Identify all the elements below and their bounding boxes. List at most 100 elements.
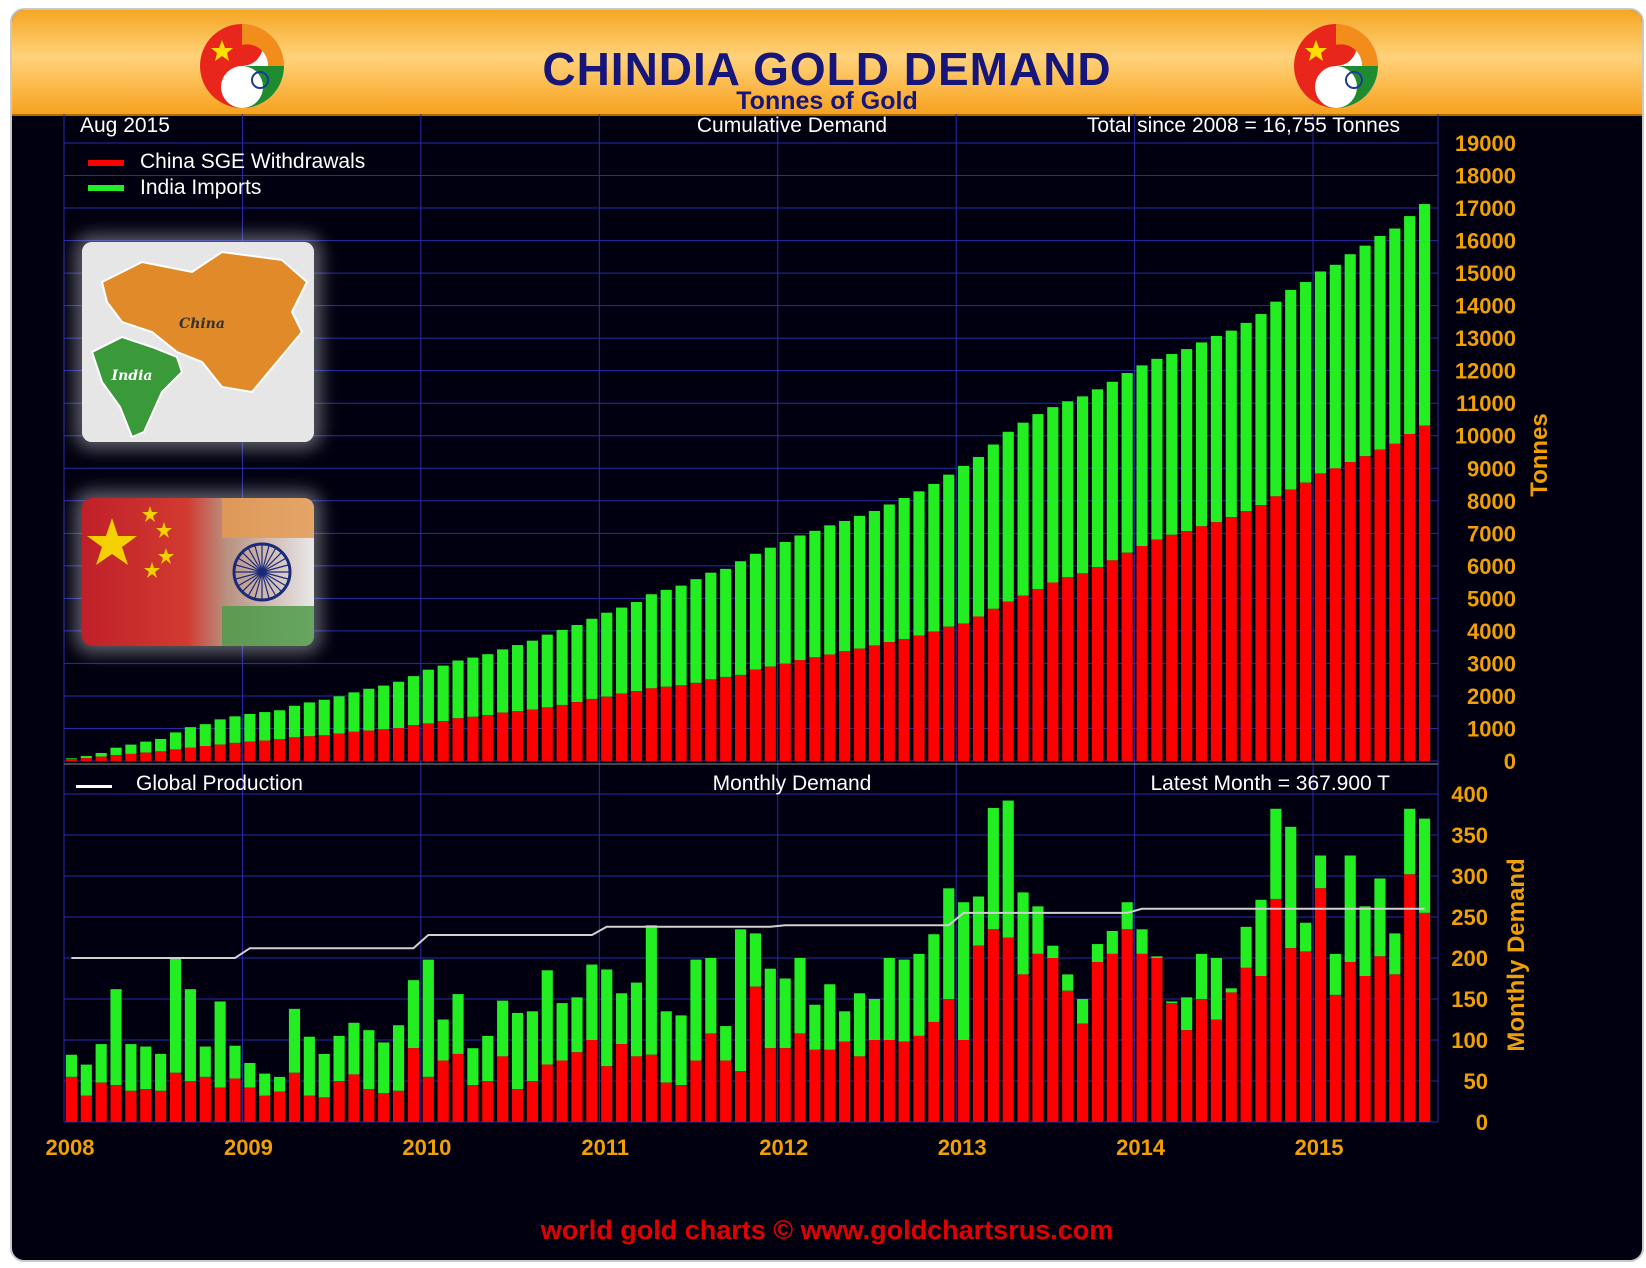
monthly-india-bar (229, 1045, 241, 1079)
monthly-india-bar (1285, 826, 1297, 949)
cumulative-y-tick-label: 15000 (1455, 261, 1516, 286)
monthly-india-bar (630, 982, 643, 1057)
cumulative-india-bar (645, 594, 657, 689)
monthly-china-bar (1136, 953, 1148, 1122)
cumulative-india-bar (943, 474, 955, 627)
monthly-china-bar (1270, 898, 1282, 1122)
monthly-india-bar (482, 1035, 494, 1081)
cumulative-india-bar (853, 515, 866, 649)
monthly-china-bar (511, 1089, 524, 1122)
cumulative-india-bar (1032, 414, 1044, 590)
x-tick-label: 2010 (402, 1135, 451, 1160)
global-production-line (71, 907, 1425, 959)
monthly-china-bar (705, 1033, 717, 1122)
cumulative-china-bar (1091, 567, 1104, 761)
monthly-china-bar (794, 1033, 806, 1122)
cumulative-india-bar (1300, 282, 1312, 483)
cumulative-india-bar (541, 634, 553, 708)
cumulative-china-bar (1047, 582, 1059, 761)
monthly-china-bar (958, 1040, 970, 1122)
cumulative-india-bar (972, 456, 985, 617)
monthly-india-bar (214, 1001, 226, 1088)
cumulative-india-bar (318, 699, 330, 736)
monthly-india-bar (883, 958, 895, 1040)
monthly-india-bar (958, 902, 970, 1040)
monthly-china-bar (1210, 1019, 1222, 1122)
china-india-flag-ball-icon (200, 24, 284, 108)
cumulative-china-bar (467, 716, 479, 761)
monthly-india-bar (452, 994, 464, 1054)
monthly-china-bar (288, 1072, 301, 1122)
cumulative-china-bar (303, 736, 315, 761)
cumulative-india-bar (125, 744, 137, 754)
monthly-china-bar (259, 1095, 271, 1122)
cumulative-india-bar (1047, 407, 1059, 583)
cumulative-china-bar (720, 676, 732, 761)
cumulative-china-bar (1106, 560, 1118, 761)
cumulative-india-bar (1270, 301, 1282, 497)
cumulative-china-bar (1017, 595, 1029, 761)
cumulative-china-bar (526, 709, 538, 761)
cumulative-china-bar (1225, 517, 1237, 761)
cumulative-india-bar (1062, 401, 1074, 578)
monthly-china-bar (1047, 958, 1059, 1122)
cumulative-india-bar (690, 579, 702, 683)
cumulative-china-bar (1002, 601, 1014, 761)
monthly-india-bar (898, 959, 910, 1042)
chart-canvas: 0100020003000400050006000700080009000100… (46, 114, 1553, 1160)
monthly-china-bar (1225, 992, 1237, 1122)
monthly-india-bar (675, 1015, 687, 1086)
monthly-india-bar (987, 807, 999, 930)
monthly-china-bar (378, 1093, 390, 1122)
monthly-india-bar (407, 980, 420, 1049)
monthly-india-bar (1002, 800, 1014, 938)
cumulative-india-bar (1240, 322, 1252, 512)
cumulative-panel-label: Cumulative Demand (697, 114, 887, 137)
monthly-china-bar (110, 1085, 122, 1122)
cumulative-india-bar (868, 510, 880, 646)
cumulative-india-bar (214, 719, 226, 745)
monthly-y-tick-label: 200 (1451, 946, 1488, 971)
monthly-panel-label: Monthly Demand (713, 772, 872, 795)
monthly-y-tick-label: 50 (1464, 1069, 1488, 1094)
cumulative-china-bar (1151, 539, 1163, 761)
cumulative-india-bar (958, 465, 970, 624)
cumulative-india-bar (1002, 431, 1014, 602)
monthly-china-bar (1017, 974, 1029, 1122)
cumulative-china-bar (288, 737, 301, 761)
monthly-y-tick-label: 250 (1451, 905, 1488, 930)
monthly-china-bar (303, 1095, 315, 1122)
cumulative-china-bar (794, 660, 806, 761)
cumulative-china-bar (1300, 482, 1312, 761)
cumulative-india-bar (794, 535, 806, 661)
monthly-india-bar (65, 1054, 78, 1077)
monthly-china-bar (839, 1041, 851, 1122)
cumulative-china-bar (1374, 449, 1386, 761)
cumulative-china-bar (705, 679, 717, 761)
monthly-india-bar (809, 1004, 821, 1050)
monthly-china-bar (868, 1040, 880, 1122)
cumulative-china-bar (928, 631, 940, 761)
monthly-india-bar (110, 989, 122, 1086)
monthly-china-bar (1389, 974, 1401, 1122)
chart-subtitle: Tonnes of Gold (736, 87, 918, 115)
cumulative-china-bar (853, 648, 866, 761)
cumulative-india-bar (452, 660, 464, 719)
cumulative-china-bar (318, 735, 330, 761)
cumulative-y-tick-label: 1000 (1467, 716, 1516, 741)
monthly-china-bar (601, 1066, 613, 1122)
cumulative-india-bar (764, 547, 776, 667)
monthly-y-axis-title: Monthly Demand (1503, 858, 1530, 1051)
cumulative-india-bar (140, 741, 152, 753)
monthly-india-bar (779, 978, 791, 1049)
cumulative-india-bar (601, 612, 613, 697)
monthly-china-bar (1404, 874, 1416, 1122)
monthly-india-bar (392, 1025, 405, 1091)
cumulative-india-bar (898, 498, 910, 639)
cumulative-india-bar (1106, 381, 1118, 561)
cumulative-y-tick-label: 10000 (1455, 424, 1516, 449)
cumulative-india-bar (65, 758, 78, 760)
cumulative-india-bar (244, 713, 256, 742)
monthly-china-bar (363, 1089, 375, 1122)
cumulative-india-bar (1210, 335, 1222, 523)
